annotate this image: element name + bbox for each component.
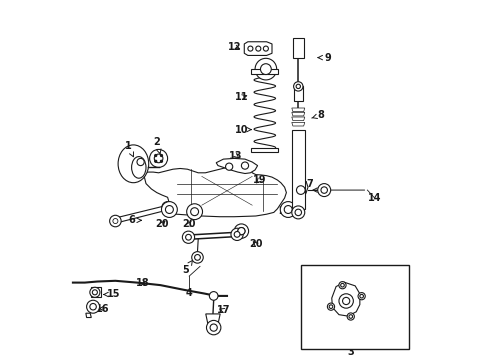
Circle shape bbox=[210, 324, 217, 331]
Polygon shape bbox=[292, 117, 305, 121]
Circle shape bbox=[225, 163, 233, 170]
Circle shape bbox=[182, 231, 195, 243]
Ellipse shape bbox=[118, 145, 148, 183]
Circle shape bbox=[234, 231, 240, 237]
Text: 12: 12 bbox=[227, 42, 241, 52]
Polygon shape bbox=[292, 108, 305, 112]
Circle shape bbox=[90, 287, 100, 297]
Circle shape bbox=[186, 234, 192, 240]
Polygon shape bbox=[294, 180, 308, 200]
Text: 20: 20 bbox=[278, 206, 292, 216]
Polygon shape bbox=[292, 130, 305, 209]
Circle shape bbox=[206, 320, 221, 335]
Circle shape bbox=[296, 186, 305, 194]
Text: 19: 19 bbox=[253, 175, 266, 185]
Circle shape bbox=[110, 215, 121, 227]
Circle shape bbox=[296, 84, 300, 89]
Circle shape bbox=[292, 206, 305, 219]
Circle shape bbox=[339, 282, 346, 289]
Circle shape bbox=[318, 184, 331, 197]
Circle shape bbox=[339, 294, 353, 308]
Polygon shape bbox=[332, 282, 360, 316]
Text: 10: 10 bbox=[235, 125, 251, 135]
Circle shape bbox=[242, 162, 248, 169]
Circle shape bbox=[191, 208, 198, 216]
Polygon shape bbox=[216, 158, 258, 174]
Circle shape bbox=[295, 209, 301, 216]
Circle shape bbox=[263, 46, 269, 51]
Text: 9: 9 bbox=[318, 53, 331, 63]
Circle shape bbox=[160, 154, 163, 157]
Circle shape bbox=[261, 64, 271, 75]
Polygon shape bbox=[292, 122, 305, 126]
Circle shape bbox=[162, 202, 177, 217]
Ellipse shape bbox=[132, 157, 146, 178]
Text: 20: 20 bbox=[182, 219, 196, 229]
Circle shape bbox=[155, 154, 157, 157]
Polygon shape bbox=[86, 313, 91, 318]
Polygon shape bbox=[292, 112, 305, 116]
Circle shape bbox=[248, 46, 253, 51]
Circle shape bbox=[113, 219, 118, 224]
Text: 11: 11 bbox=[235, 92, 248, 102]
Text: 17: 17 bbox=[217, 305, 230, 315]
Text: 3: 3 bbox=[348, 347, 355, 357]
Circle shape bbox=[280, 202, 296, 217]
Circle shape bbox=[90, 303, 97, 310]
Text: 18: 18 bbox=[136, 278, 149, 288]
Polygon shape bbox=[251, 148, 278, 152]
Text: 2: 2 bbox=[153, 137, 161, 154]
Polygon shape bbox=[251, 69, 278, 74]
Circle shape bbox=[92, 290, 98, 295]
Circle shape bbox=[349, 315, 353, 318]
Circle shape bbox=[347, 313, 354, 320]
Circle shape bbox=[284, 206, 292, 213]
Polygon shape bbox=[245, 42, 272, 55]
Circle shape bbox=[234, 224, 248, 238]
Circle shape bbox=[87, 300, 99, 313]
Text: 20: 20 bbox=[155, 219, 169, 229]
Circle shape bbox=[166, 206, 173, 213]
Circle shape bbox=[195, 255, 200, 260]
Circle shape bbox=[154, 154, 163, 163]
Circle shape bbox=[358, 293, 365, 300]
Polygon shape bbox=[293, 38, 304, 58]
Text: 7: 7 bbox=[301, 179, 313, 189]
Circle shape bbox=[238, 228, 245, 235]
Circle shape bbox=[155, 160, 157, 162]
Polygon shape bbox=[206, 314, 220, 328]
Text: 16: 16 bbox=[96, 303, 110, 314]
Polygon shape bbox=[91, 287, 101, 297]
Circle shape bbox=[149, 149, 168, 167]
Text: 1: 1 bbox=[124, 141, 133, 157]
Circle shape bbox=[137, 158, 144, 166]
Text: 13: 13 bbox=[229, 150, 243, 161]
Circle shape bbox=[343, 297, 350, 305]
Circle shape bbox=[162, 202, 173, 213]
Circle shape bbox=[360, 294, 364, 298]
Circle shape bbox=[255, 58, 277, 80]
Circle shape bbox=[160, 160, 163, 162]
Bar bbox=[301, 265, 409, 349]
Circle shape bbox=[187, 204, 202, 220]
Circle shape bbox=[321, 187, 327, 193]
Circle shape bbox=[192, 252, 203, 263]
Text: 4: 4 bbox=[186, 288, 193, 298]
Text: 8: 8 bbox=[312, 110, 324, 120]
Circle shape bbox=[329, 305, 333, 309]
Circle shape bbox=[256, 46, 261, 51]
Text: 5: 5 bbox=[182, 260, 193, 275]
Circle shape bbox=[231, 228, 243, 240]
Text: 20: 20 bbox=[249, 239, 263, 249]
Text: 6: 6 bbox=[128, 215, 141, 225]
Circle shape bbox=[341, 283, 344, 287]
Text: 14: 14 bbox=[368, 193, 381, 203]
Circle shape bbox=[327, 303, 335, 310]
Text: 15: 15 bbox=[104, 289, 121, 300]
Circle shape bbox=[238, 228, 245, 235]
Polygon shape bbox=[294, 86, 303, 101]
Circle shape bbox=[294, 82, 303, 91]
Polygon shape bbox=[144, 165, 286, 217]
Circle shape bbox=[209, 292, 218, 300]
